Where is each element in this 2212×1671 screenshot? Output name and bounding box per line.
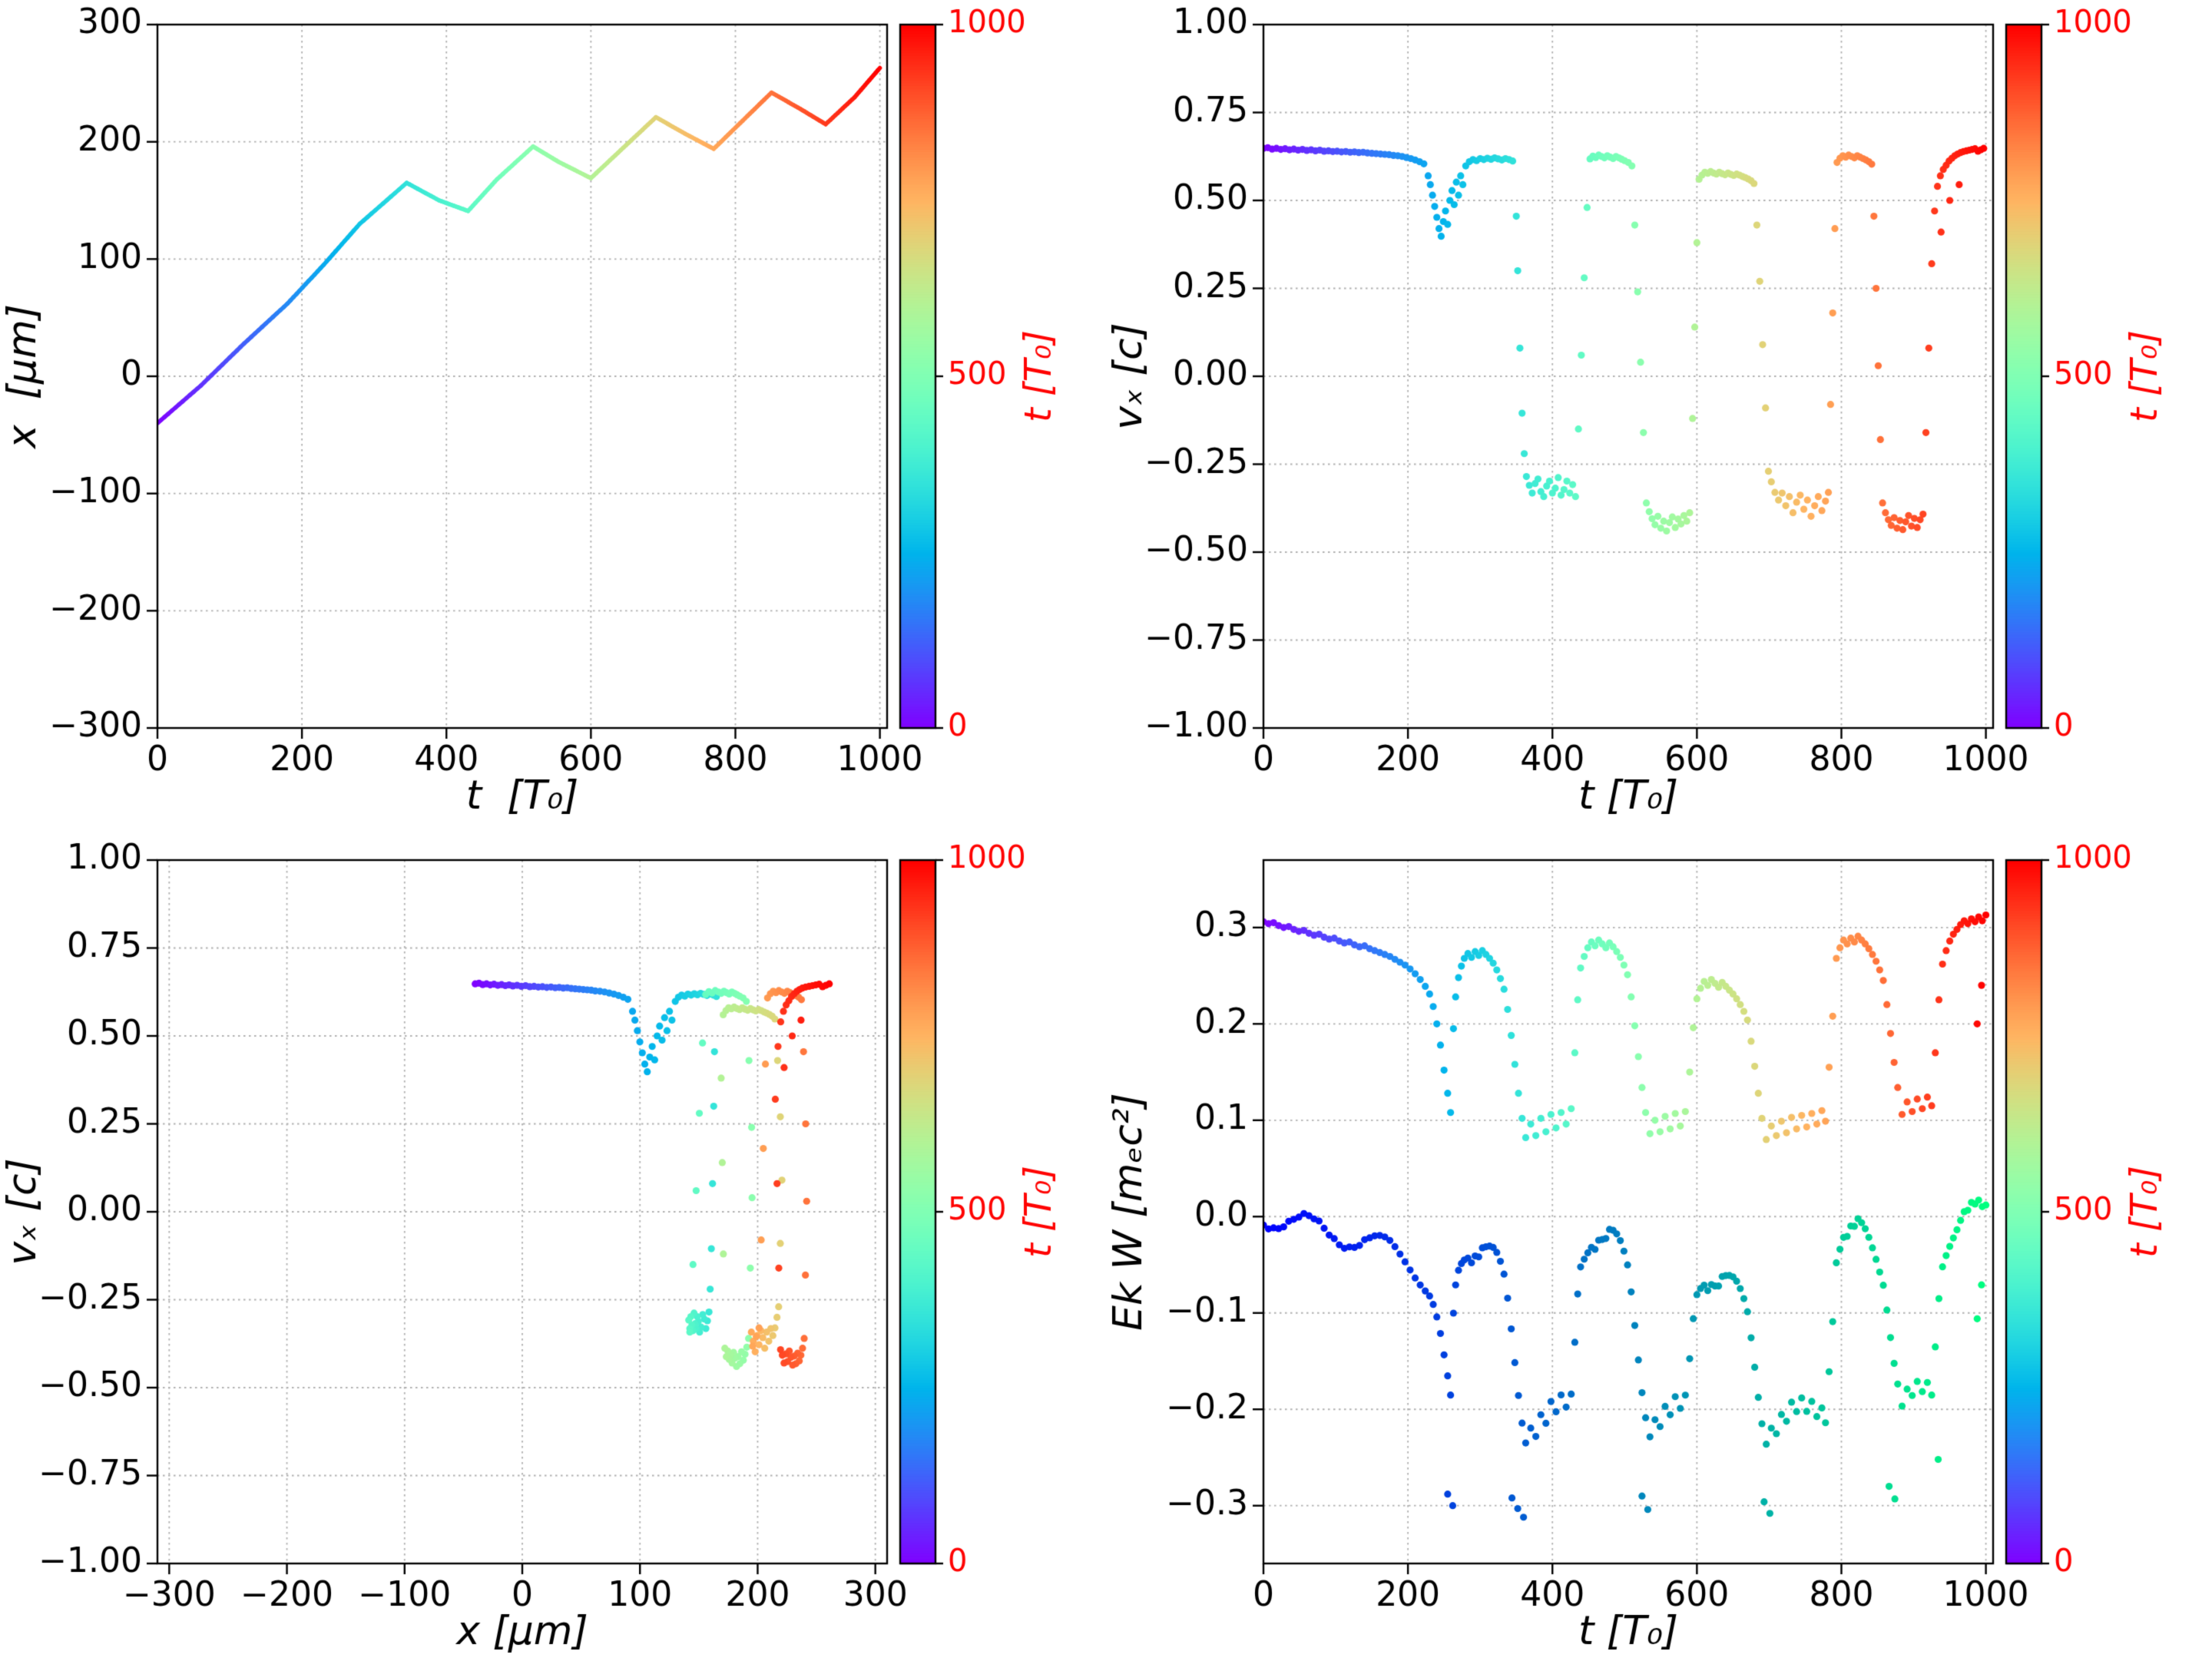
panel-ekw-vs-t xyxy=(1106,836,2212,1671)
vx-vs-t-plot-canvas xyxy=(1106,0,2212,836)
panel-vx-vs-t xyxy=(1106,0,2212,836)
panel-vx-vs-x xyxy=(0,836,1106,1671)
ekw-vs-t-plot-canvas xyxy=(1106,836,2212,1671)
panel-x-vs-t xyxy=(0,0,1106,836)
x-vs-t-plot-canvas xyxy=(0,0,1106,836)
vx-vs-x-plot-canvas xyxy=(0,836,1106,1671)
